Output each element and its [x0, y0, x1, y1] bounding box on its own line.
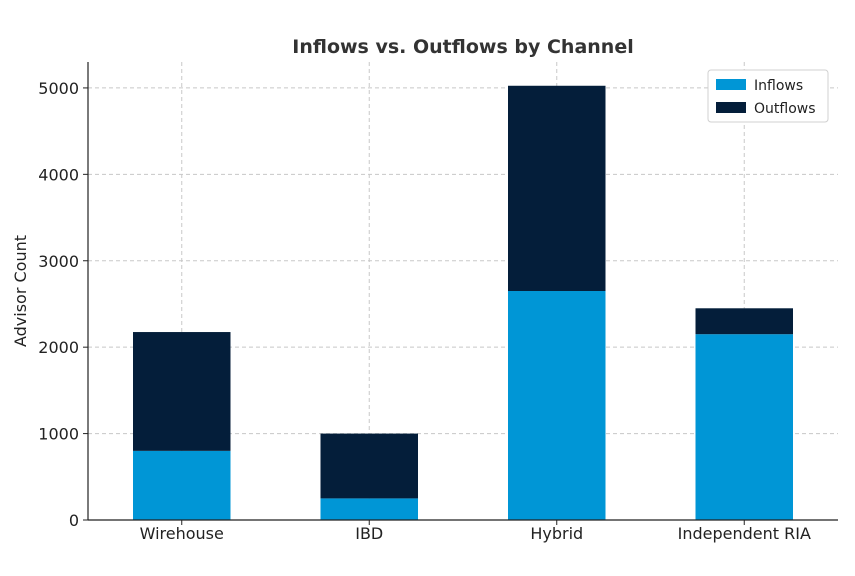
chart-title: Inflows vs. Outflows by Channel	[292, 36, 633, 58]
y-tick-label: 5000	[38, 79, 79, 98]
axes	[83, 62, 838, 525]
bar-inflows	[320, 498, 418, 520]
y-tick-label: 2000	[38, 338, 79, 357]
legend: Inflows Outflows	[707, 69, 829, 123]
y-axis-label: Advisor Count	[11, 235, 30, 347]
legend-label-outflows: Outflows	[754, 101, 816, 117]
x-tick-label: IBD	[355, 524, 383, 543]
bar-inflows	[508, 291, 606, 520]
bar-outflows	[320, 433, 418, 499]
bar-outflows	[508, 85, 606, 291]
y-tick-label: 3000	[38, 252, 79, 271]
bars	[133, 85, 793, 520]
y-tick-label: 4000	[38, 165, 79, 184]
bar-outflows	[695, 308, 793, 335]
tick-labels: 0 1000 2000 3000 4000 5000 Wirehouse IBD Hybrid I…	[38, 79, 811, 543]
legend-swatch-outflows	[716, 102, 746, 113]
x-tick-label: Independent RIA	[678, 524, 811, 543]
x-tick-label: Wirehouse	[140, 524, 224, 543]
legend-swatch-inflows	[716, 79, 746, 90]
y-tick-label: 0	[69, 511, 79, 530]
bar-inflows	[695, 334, 793, 520]
legend-label-inflows: Inflows	[754, 78, 803, 94]
bar-outflows	[133, 332, 231, 451]
y-tick-label: 1000	[38, 425, 79, 444]
x-tick-label: Hybrid	[530, 524, 583, 543]
bar-inflows	[133, 450, 231, 520]
